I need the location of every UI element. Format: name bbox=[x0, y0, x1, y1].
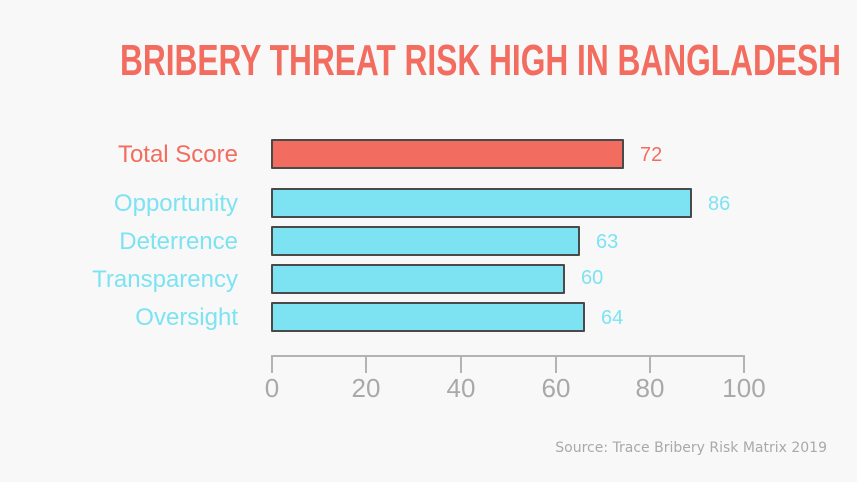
category-label-oversight: Oversight bbox=[135, 304, 238, 331]
bar-opportunity bbox=[271, 188, 692, 218]
bar-deterrence bbox=[271, 226, 580, 256]
value-label-opportunity: 86 bbox=[708, 193, 731, 215]
category-label-transparency: Transparency bbox=[92, 266, 238, 293]
value-label-transparency: 60 bbox=[581, 267, 604, 289]
x-tick bbox=[460, 355, 462, 373]
x-tick-label: 80 bbox=[635, 373, 665, 403]
x-axis-line bbox=[271, 355, 745, 357]
bar-oversight bbox=[271, 302, 585, 332]
category-label-opportunity: Opportunity bbox=[113, 190, 238, 217]
x-tick bbox=[271, 355, 273, 373]
x-tick bbox=[743, 355, 745, 373]
x-tick-label: 100 bbox=[722, 373, 766, 403]
bar-transparency bbox=[271, 264, 565, 294]
category-label-total-score: Total Score bbox=[117, 141, 238, 168]
x-tick bbox=[555, 355, 557, 373]
x-tick bbox=[365, 355, 367, 373]
value-label-oversight: 64 bbox=[601, 307, 624, 329]
category-label-deterrence: Deterrence bbox=[119, 228, 238, 255]
x-tick bbox=[649, 355, 651, 373]
source-note: Source: Trace Bribery Risk Matrix 2019 bbox=[555, 440, 827, 456]
x-tick-label: 0 bbox=[264, 373, 280, 403]
bar-total-score bbox=[271, 139, 624, 169]
x-tick-label: 20 bbox=[351, 373, 381, 403]
chart-title: BRIBERY THREAT RISK HIGH IN BANGLADESH bbox=[119, 36, 842, 85]
x-tick-label: 40 bbox=[446, 373, 476, 403]
x-tick-label: 60 bbox=[541, 373, 571, 403]
value-label-total-score: 72 bbox=[640, 144, 663, 166]
value-label-deterrence: 63 bbox=[596, 231, 619, 253]
